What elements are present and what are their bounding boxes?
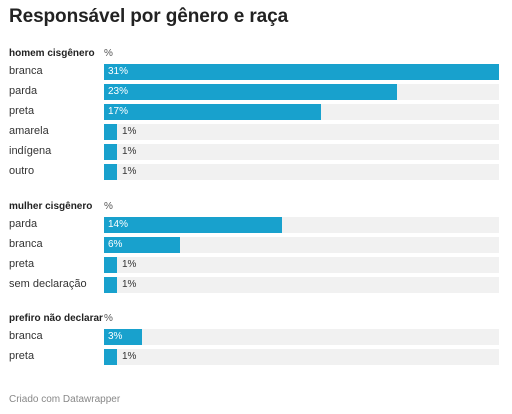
category-label: sem declaração [9, 278, 87, 290]
group-header: mulher cisgênero% [9, 201, 504, 215]
category-label: branca [9, 238, 43, 250]
bar-row[interactable]: preta 17% [9, 104, 504, 120]
value-label: 1% [122, 259, 137, 270]
value-label: 6% [108, 239, 123, 250]
group-header: prefiro não declarar% [9, 313, 504, 327]
chart-title: Responsável por gênero e raça [9, 6, 289, 27]
bar-track: 6% [104, 237, 499, 253]
bar-row[interactable]: outro 1% [9, 164, 504, 180]
bar-row[interactable]: parda 14% [9, 217, 504, 233]
bar[interactable] [104, 124, 117, 140]
group-title: mulher cisgênero [9, 201, 93, 212]
bar[interactable] [104, 257, 117, 273]
bar[interactable] [104, 104, 321, 120]
unit-label: % [104, 313, 113, 324]
bar[interactable] [104, 329, 142, 345]
bar-track: 31% [104, 64, 499, 80]
bar-row[interactable]: amarela 1% [9, 124, 504, 140]
category-label: preta [9, 350, 35, 362]
value-label: 3% [108, 331, 123, 342]
value-label: 1% [122, 351, 137, 362]
bar-track: 14% [104, 217, 499, 233]
bar-row[interactable]: parda 23% [9, 84, 504, 100]
bar[interactable] [104, 277, 117, 293]
value-label: 23% [108, 86, 129, 97]
bar-row[interactable]: preta 1% [9, 349, 504, 365]
bar-track: 1% [104, 144, 499, 160]
group-title: prefiro não declarar [9, 313, 103, 324]
bar[interactable] [104, 64, 499, 80]
category-label: amarela [9, 125, 49, 137]
bar-track: 1% [104, 164, 499, 180]
footer-credit[interactable]: Criado com Datawrapper [9, 394, 121, 405]
value-label: 1% [122, 279, 137, 290]
bar[interactable] [104, 349, 117, 365]
bar-row[interactable]: branca 3% [9, 329, 504, 345]
bar-row[interactable]: branca 6% [9, 237, 504, 253]
bar[interactable] [104, 237, 180, 253]
category-label: indígena [9, 145, 52, 157]
group-title: homem cisgênero [9, 48, 95, 59]
category-label: preta [9, 258, 35, 270]
bar[interactable] [104, 144, 117, 160]
bar-row[interactable]: branca 31% [9, 64, 504, 80]
bar-track: 1% [104, 349, 499, 365]
group-header: homem cisgênero% [9, 48, 504, 62]
category-label: branca [9, 65, 43, 77]
unit-label: % [104, 201, 113, 212]
unit-label: % [104, 48, 113, 59]
bar-track: 1% [104, 124, 499, 140]
category-label: branca [9, 330, 43, 342]
bar-row[interactable]: sem declaração 1% [9, 277, 504, 293]
category-label: parda [9, 85, 38, 97]
bar-track: 17% [104, 104, 499, 120]
bar[interactable] [104, 164, 117, 180]
bar-track: 1% [104, 277, 499, 293]
value-label: 14% [108, 219, 129, 230]
category-label: preta [9, 105, 35, 117]
bar-track: 23% [104, 84, 499, 100]
bar-row[interactable]: preta 1% [9, 257, 504, 273]
bar[interactable] [104, 217, 282, 233]
bar-row[interactable]: indígena 1% [9, 144, 504, 160]
value-label: 31% [108, 66, 129, 77]
value-label: 17% [108, 106, 129, 117]
bar-track: 3% [104, 329, 499, 345]
value-label: 1% [122, 166, 137, 177]
bar[interactable] [104, 84, 397, 100]
value-label: 1% [122, 146, 137, 157]
category-label: parda [9, 218, 38, 230]
category-label: outro [9, 165, 35, 177]
value-label: 1% [122, 126, 137, 137]
bar-track: 1% [104, 257, 499, 273]
